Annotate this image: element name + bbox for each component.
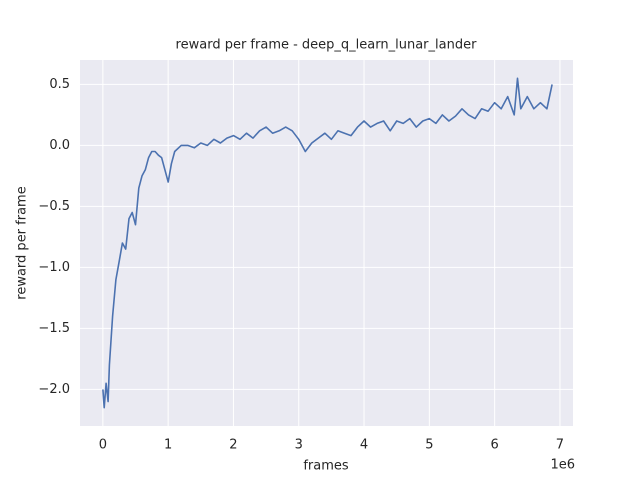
y-tick-label: 0.5: [49, 77, 70, 92]
x-axis-label: frames: [303, 459, 349, 474]
line-series: [102, 77, 553, 409]
x-tick-label: 1: [164, 438, 172, 453]
y-tick-label: −1.5: [38, 321, 70, 336]
plot-area: [80, 60, 573, 426]
x-tick-label: 6: [491, 438, 499, 453]
x-tick-label: 4: [360, 438, 368, 453]
x-tick-label: 2: [229, 438, 237, 453]
chart-title: reward per frame - deep_q_learn_lunar_la…: [176, 38, 478, 53]
y-tick-label: −0.5: [38, 199, 70, 214]
x-tick-label: 7: [556, 438, 564, 453]
x-offset-label: 1e6: [550, 458, 575, 473]
y-tick-label: −2.0: [38, 382, 70, 397]
y-tick-label: 0.0: [49, 138, 70, 153]
x-tick-label: 5: [425, 438, 433, 453]
x-tick-label: 3: [295, 438, 303, 453]
y-axis-label: reward per frame: [15, 186, 30, 299]
x-tick-label: 0: [99, 438, 107, 453]
y-tick-label: −1.0: [38, 260, 70, 275]
